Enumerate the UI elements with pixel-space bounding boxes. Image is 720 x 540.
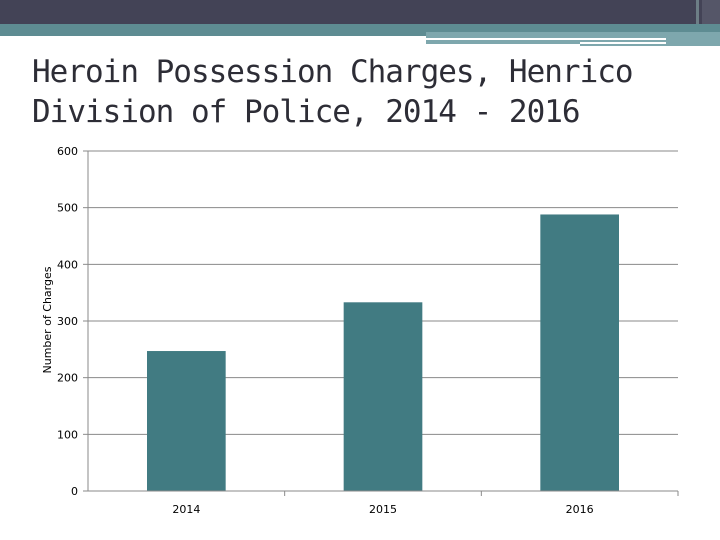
axes	[83, 150, 679, 496]
y-axis-title: Number of Charges	[41, 266, 54, 373]
tick-labels: 0 100 200 300 400 500 600 2014 2015 2016	[57, 145, 594, 516]
bar-2014	[147, 351, 226, 491]
x-tick-label-2014: 2014	[172, 503, 200, 516]
header-band-line	[426, 38, 666, 40]
header-accent	[696, 0, 699, 24]
y-tick-label: 0	[71, 485, 78, 498]
header-accent-right	[702, 0, 720, 24]
y-tick-label: 400	[57, 258, 78, 271]
bar-2016	[540, 214, 619, 491]
y-tick-label: 100	[57, 428, 78, 441]
x-tick-label-2016: 2016	[566, 503, 594, 516]
header-band-notch	[426, 44, 580, 47]
slide-title: Heroin Possession Charges, Henrico Divis…	[32, 54, 634, 130]
bars	[147, 214, 619, 491]
header-band-line-2	[580, 42, 666, 44]
y-tick-label: 500	[57, 202, 78, 215]
bar-2015	[343, 302, 423, 491]
y-tick-label: 300	[57, 315, 78, 328]
header-bar	[0, 0, 720, 24]
y-tick-label: 200	[57, 372, 78, 385]
x-tick-label-2015: 2015	[369, 503, 397, 516]
y-tick-label: 600	[57, 145, 78, 158]
